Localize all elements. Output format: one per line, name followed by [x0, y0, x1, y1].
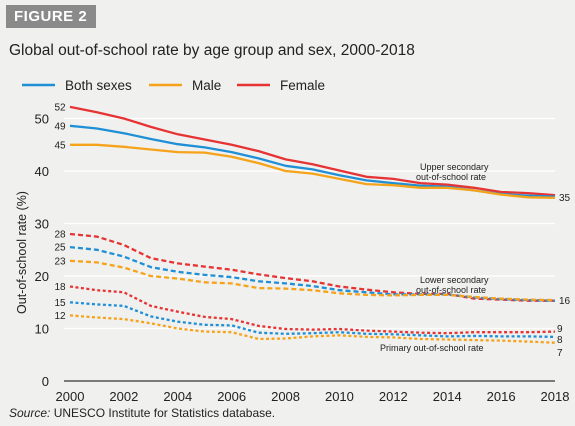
- legend-label-both-sexes: Both sexes: [65, 78, 132, 93]
- group-label-upper-line2: out-of-school rate: [416, 172, 486, 182]
- series-line-2-both-sexes: [69, 301, 556, 339]
- legend-label-female: Female: [280, 78, 325, 93]
- end-value-label-primary-1: 8: [557, 335, 563, 346]
- legend: Both sexes Male Female: [22, 78, 325, 93]
- source-text: UNESCO Institute for Statistics database…: [53, 406, 276, 420]
- x-tick-label-2014: 2014: [433, 389, 462, 404]
- series-line-1-both-sexes: [69, 245, 556, 302]
- legend-label-male: Male: [192, 78, 221, 93]
- start-value-label-2-2: 12: [54, 311, 66, 322]
- start-value-label-1-1: 25: [54, 243, 66, 254]
- start-value-label-0-0: 52: [54, 102, 66, 113]
- x-tick-label-2002: 2002: [109, 389, 138, 404]
- y-axis-label: Out-of-school rate (%): [15, 191, 29, 314]
- series-line-2-male: [69, 314, 556, 344]
- group-label-upper-line1: Upper secondary: [420, 162, 489, 172]
- x-tick-label-2008: 2008: [271, 389, 300, 404]
- series-line-2-female: [69, 285, 556, 335]
- y-tick-label-30: 30: [35, 217, 49, 232]
- x-tick-label-2016: 2016: [487, 389, 516, 404]
- figure-label: FIGURE 2: [6, 5, 97, 28]
- chart-title: Global out-of-school rate by age group a…: [9, 42, 415, 59]
- x-tick-label-2000: 2000: [56, 389, 85, 404]
- x-tick-label-2010: 2010: [325, 389, 354, 404]
- start-value-label-0-2: 45: [54, 140, 66, 151]
- y-tick-label-10: 10: [35, 322, 49, 337]
- group-label-lower-line1: Lower secondary: [420, 275, 489, 285]
- series-line-1-male: [69, 259, 556, 302]
- x-tick-label-2018: 2018: [541, 389, 570, 404]
- series-line-0-male: [70, 143, 556, 199]
- start-value-label-1-2: 23: [54, 256, 66, 267]
- y-tick-label-0: 0: [42, 374, 49, 389]
- y-tick-label-20: 20: [35, 269, 49, 284]
- end-value-label-upper: 35: [559, 193, 571, 204]
- x-tick-label-2012: 2012: [379, 389, 408, 404]
- y-tick-label-50: 50: [35, 112, 49, 127]
- source-note: Source: UNESCO Institute for Statistics …: [9, 406, 275, 420]
- start-value-label-0-1: 49: [54, 121, 66, 132]
- x-tick-label-2004: 2004: [163, 389, 192, 404]
- x-tick-label-2006: 2006: [217, 389, 246, 404]
- end-value-label-primary-0: 9: [557, 324, 563, 335]
- series-layer: [69, 105, 556, 344]
- y-tick-label-40: 40: [35, 164, 49, 179]
- start-value-label-1-0: 28: [54, 230, 66, 241]
- source-label: Source:: [9, 406, 51, 420]
- group-label-lower-line2: out-of-school rate: [416, 285, 486, 295]
- series-line-0-female: [69, 105, 556, 197]
- end-value-label-primary-2: 7: [557, 348, 563, 359]
- axes-layer: 0 10 20 30 40 50 2000 2002 2004 2006 2008 2010 2012 2…: [15, 112, 569, 405]
- start-value-label-2-1: 15: [54, 298, 66, 309]
- start-value-label-2-0: 18: [54, 282, 66, 293]
- end-value-label-lower: 16: [559, 296, 571, 307]
- group-label-primary: Primary out-of-school rate: [380, 343, 484, 353]
- grid-layer: [64, 117, 555, 330]
